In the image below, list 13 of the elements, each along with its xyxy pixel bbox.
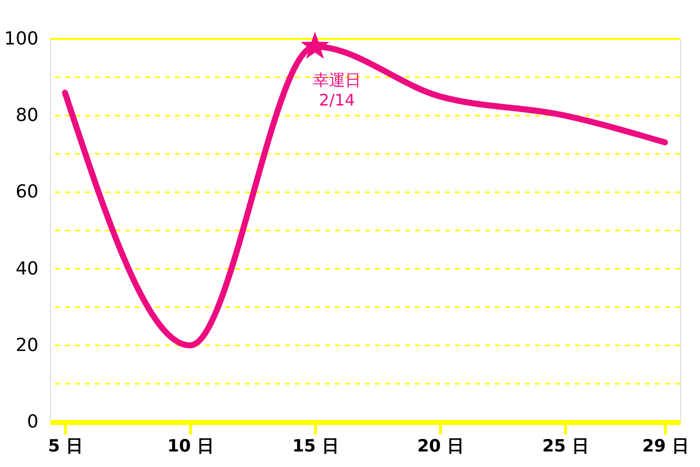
x-tick-label: 25 日 — [542, 436, 589, 456]
x-tick-label: 15 日 — [292, 436, 339, 456]
annotation: 幸運日 2/14 — [313, 70, 361, 110]
y-tick-label: 0 — [27, 412, 38, 432]
y-tick-label: 60 — [16, 182, 38, 203]
x-tick-label: 20 日 — [417, 436, 464, 456]
y-tick-label: 100 — [4, 28, 38, 50]
x-tick-label: 10 日 — [167, 436, 214, 456]
y-tick-label: 40 — [16, 258, 38, 280]
y-tick-label: 20 — [16, 334, 38, 356]
x-tick-label: 5 日 — [48, 436, 83, 456]
y-tick-label: 80 — [16, 105, 38, 126]
x-tick-label: 29 日 — [642, 436, 689, 456]
